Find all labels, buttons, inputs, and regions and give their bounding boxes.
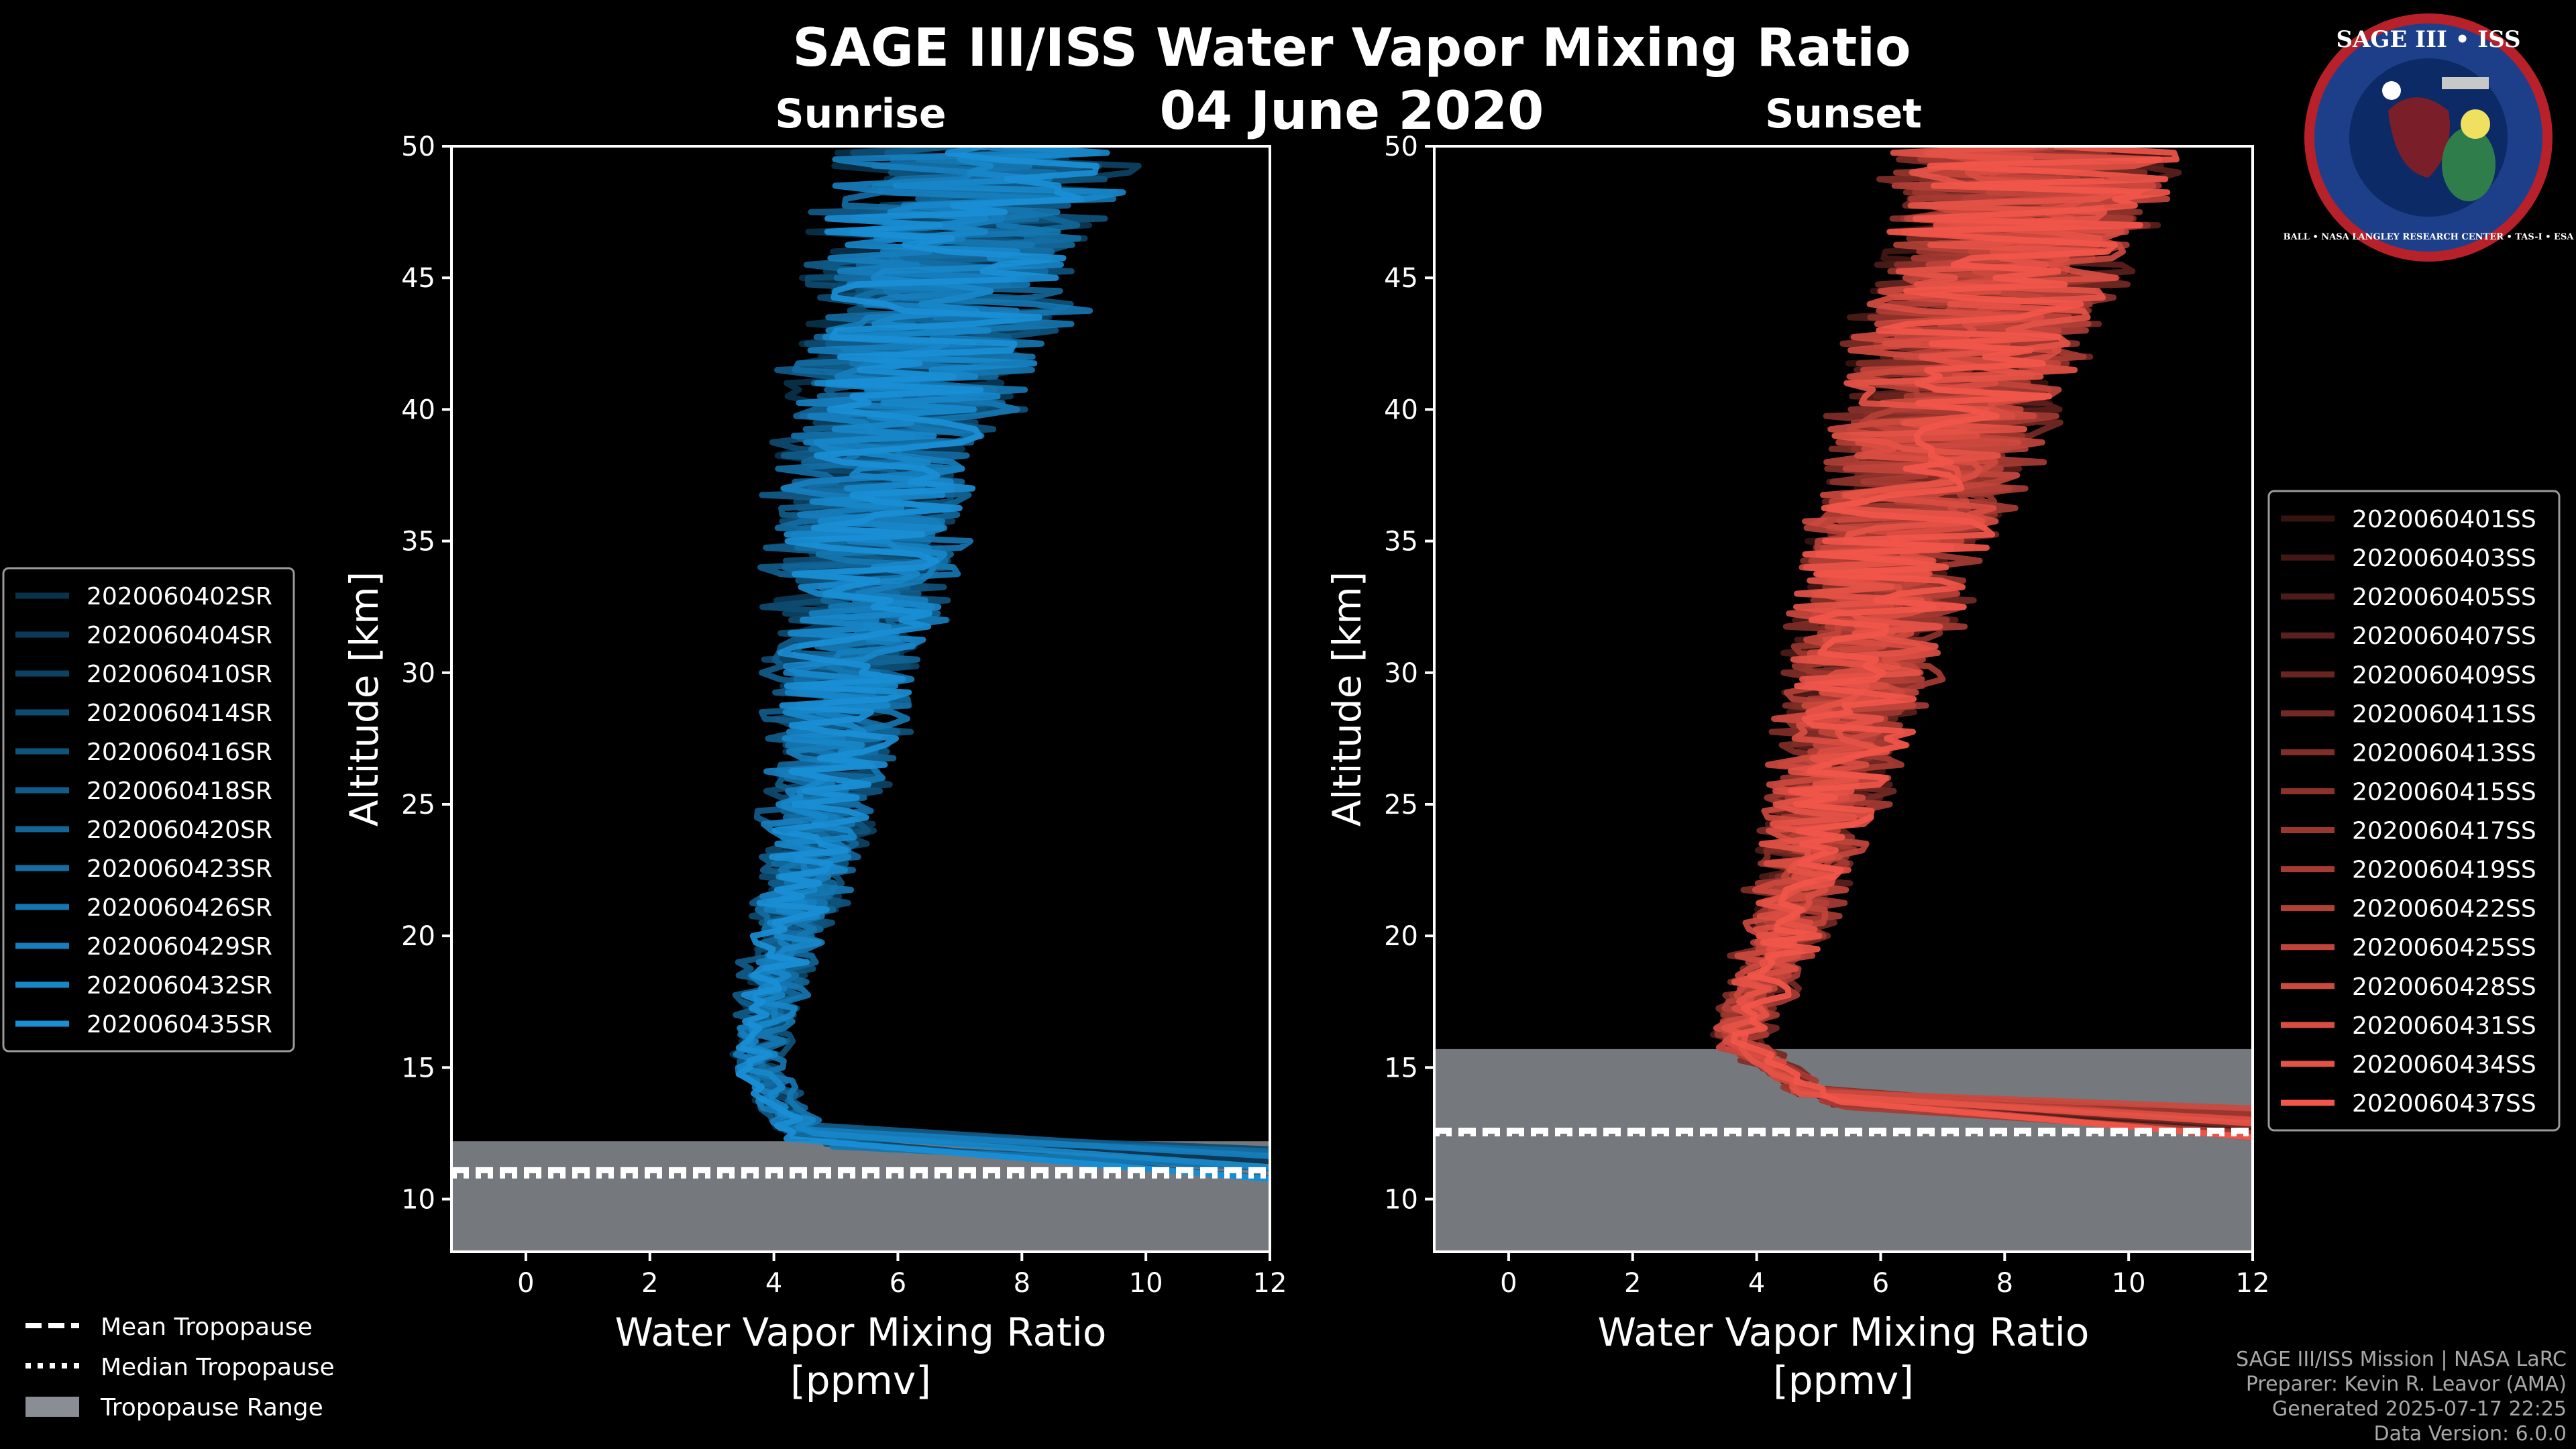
credit-line-3: Generated 2025-07-17 22:25: [2272, 1397, 2567, 1421]
x-axis-label: [ppmv]: [1773, 1358, 1914, 1403]
y-tick-label: 50: [401, 131, 435, 162]
legend-label: 2020060422SS: [2352, 896, 2536, 923]
x-tick-label: 8: [1996, 1268, 2013, 1299]
y-tick-label: 45: [401, 263, 435, 294]
y-tick-label: 30: [1384, 658, 1418, 689]
sunset-legend: 2020060401SS 2020060403SS 2020060405SS 2020…: [2267, 490, 2561, 1132]
credits: SAGE III/ISS Mission | NASA LaRC Prepare…: [2236, 1348, 2567, 1446]
tropopause-range-label: Tropopause Range: [100, 1394, 323, 1421]
x-tick-label: 2: [1624, 1268, 1641, 1299]
legend-label: 2020060418SR: [87, 777, 272, 805]
x-tick-label: 12: [1253, 1268, 1287, 1299]
sunrise-legend: 2020060402SR 2020060404SR 2020060410SR 2020…: [2, 567, 295, 1053]
legend-label: 2020060414SR: [87, 700, 272, 727]
tropopause-range-band: [1434, 1049, 2253, 1252]
legend-label: 2020060401SS: [2352, 506, 2536, 533]
x-tick-label: 10: [1129, 1268, 1163, 1299]
legend-label: 2020060423SR: [87, 855, 272, 883]
profile-line-2020060435SR: [735, 146, 1270, 1183]
y-tick-label: 30: [401, 658, 435, 689]
legend-box: [2, 567, 295, 1053]
x-axis-label: Water Vapor Mixing Ratio: [1598, 1309, 2090, 1355]
y-tick-label: 20: [401, 921, 435, 952]
y-tick-label: 40: [401, 394, 435, 425]
plot-frame: [1433, 145, 2254, 1253]
credit-line-1: SAGE III/ISS Mission | NASA LaRC: [2236, 1348, 2567, 1371]
legend-label: 2020060410SR: [87, 661, 272, 688]
legend-label: 2020060426SR: [87, 894, 272, 922]
x-axis-label: Water Vapor Mixing Ratio: [615, 1309, 1107, 1355]
y-tick-label: 15: [401, 1053, 435, 1083]
y-axis-label: Altitude [km]: [1324, 572, 1370, 826]
figure-date: 04 June 2020: [1160, 81, 1544, 142]
legend-label: 2020060437SS: [2352, 1090, 2536, 1118]
y-tick-label: 35: [1384, 527, 1418, 557]
logo-ring-text: BALL • NASA LANGLEY RESEARCH CENTER • TA…: [2284, 232, 2575, 242]
sage-iss-mission-patch: SAGE III • ISS BALL • NASA LANGLEY RESEA…: [2284, 13, 2575, 262]
mean-tropopause-label: Mean Tropopause: [101, 1313, 313, 1341]
y-tick-label: 10: [1384, 1185, 1418, 1216]
y-tick-label: 25: [1384, 790, 1418, 820]
legend-label: 2020060434SS: [2352, 1051, 2536, 1079]
y-tick-label: 45: [1384, 263, 1418, 294]
legend-label: 2020060432SR: [87, 972, 272, 1000]
sunset-panel: 0 2 4 6 8 10 12 10 15 20 25 30 35 40 45 50 Water Vapor M…: [1324, 131, 2270, 1403]
x-tick-label: 0: [517, 1268, 534, 1299]
legend-label: 2020060428SS: [2352, 973, 2536, 1001]
legend-label: 2020060413SS: [2352, 739, 2536, 767]
tropopause-legend: Mean Tropopause Median Tropopause Tropop…: [25, 1313, 335, 1421]
legend-label: 2020060417SS: [2352, 818, 2536, 845]
median-tropopause-label: Median Tropopause: [101, 1354, 335, 1381]
legend-label: 2020060405SS: [2352, 584, 2536, 611]
x-tick-label: 6: [1872, 1268, 1889, 1299]
y-tick-label: 40: [1384, 394, 1418, 425]
y-tick-label: 35: [401, 527, 435, 557]
credit-line-4: Data Version: 6.0.0: [2374, 1422, 2567, 1446]
profile-line-2020060437SS: [1730, 146, 2253, 1140]
logo-name: SAGE III • ISS: [2336, 26, 2520, 53]
legend-label: 2020060403SS: [2352, 545, 2536, 572]
plot-frame: [450, 145, 1271, 1253]
x-tick-label: 8: [1014, 1268, 1030, 1299]
legend-label: 2020060416SR: [87, 739, 272, 766]
legend-label: 2020060419SS: [2352, 857, 2536, 884]
legend-label: 2020060409SS: [2352, 661, 2536, 689]
legend-label: 2020060429SR: [87, 933, 272, 961]
legend-label: 2020060431SS: [2352, 1012, 2536, 1040]
credit-line-2: Preparer: Kevin R. Leavor (AMA): [2246, 1373, 2567, 1396]
tropopause-range-swatch: [25, 1397, 79, 1417]
figure-title: SAGE III/ISS Water Vapor Mixing Ratio: [792, 18, 1911, 78]
x-tick-label: 10: [2112, 1268, 2146, 1299]
y-tick-label: 25: [401, 790, 435, 820]
x-tick-label: 2: [641, 1268, 658, 1299]
y-tick-label: 50: [1384, 131, 1418, 162]
x-tick-label: 0: [1500, 1268, 1517, 1299]
x-tick-label: 4: [765, 1268, 782, 1299]
legend-label: 2020060402SR: [87, 583, 272, 610]
legend-label: 2020060407SS: [2352, 623, 2536, 650]
sunrise-panel: 0 2 4 6 8 10 12 10 15 20 25 30 35 40 45 50 Water Vapor M…: [341, 131, 1287, 1403]
sunset-panel-title: Sunset: [1765, 91, 1922, 138]
legend-label: 2020060425SS: [2352, 934, 2536, 962]
y-axis-label: Altitude [km]: [341, 572, 387, 826]
legend-box: [2267, 490, 2561, 1132]
x-axis-label: [ppmv]: [790, 1358, 931, 1403]
legend-label: 2020060411SS: [2352, 700, 2536, 728]
legend-label: 2020060420SR: [87, 816, 272, 844]
legend-label: 2020060415SS: [2352, 778, 2536, 806]
legend-label: 2020060404SR: [87, 622, 272, 649]
legend-label: 2020060435SR: [87, 1011, 272, 1038]
x-tick-label: 6: [890, 1268, 906, 1299]
x-tick-label: 4: [1748, 1268, 1765, 1299]
sunrise-panel-title: Sunrise: [775, 91, 946, 138]
x-tick-label: 12: [2236, 1268, 2270, 1299]
y-tick-label: 10: [401, 1185, 435, 1216]
y-tick-label: 20: [1384, 921, 1418, 952]
y-tick-label: 15: [1384, 1053, 1418, 1083]
